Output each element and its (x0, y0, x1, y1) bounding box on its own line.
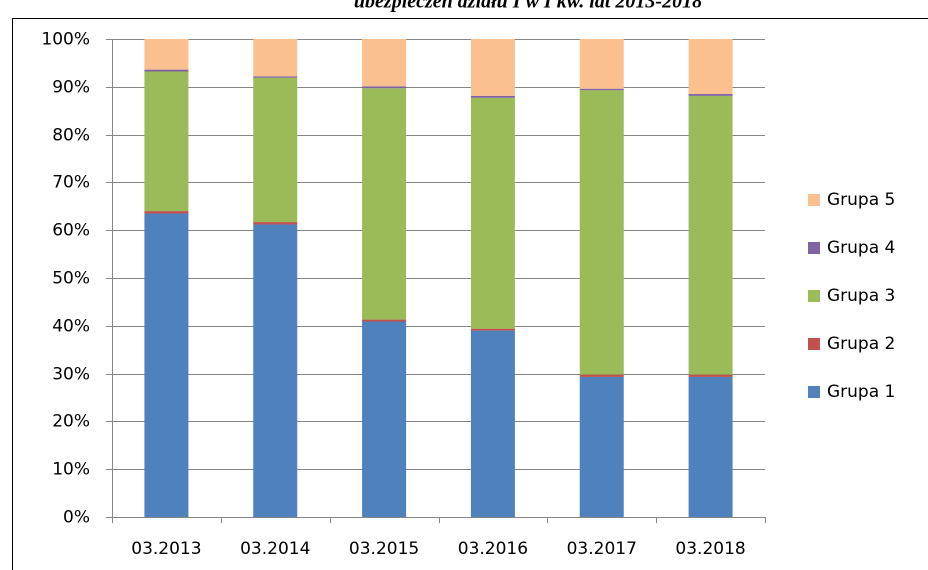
chart-title: ubezpieczeń działu I w I kw. lat 2013-20… (354, 0, 702, 13)
legend-label: Grupa 2 (827, 334, 895, 354)
x-tick-label: 03.2014 (240, 539, 310, 559)
y-tick-label: 60% (52, 221, 90, 241)
bar-segment (470, 330, 515, 517)
legend-label: Grupa 4 (827, 238, 895, 258)
bar-segment (362, 321, 407, 517)
legend-label: Grupa 3 (827, 286, 895, 306)
bar-segment (688, 39, 733, 94)
bar-segment (579, 374, 624, 377)
bar-segment (253, 39, 298, 77)
legend-label: Grupa 1 (827, 382, 895, 402)
bar-segment (362, 39, 407, 87)
y-tick-label: 70% (52, 173, 90, 193)
bar-segment (144, 211, 189, 214)
bar-segment (362, 319, 407, 322)
y-tick-label: 10% (52, 460, 90, 480)
bar-segment (470, 328, 515, 331)
bar-segment (253, 222, 298, 225)
bar-segment (688, 374, 733, 377)
bar-segment (253, 76, 298, 78)
bar-segment (144, 213, 189, 517)
legend-swatch (808, 386, 820, 398)
x-tick-label: 03.2018 (675, 539, 745, 559)
bar-segment (579, 90, 624, 375)
bar-segment (688, 95, 733, 375)
y-tick-label: 30% (52, 365, 90, 385)
bar-segment (470, 39, 515, 96)
x-tick-label: 03.2016 (458, 539, 528, 559)
legend-swatch (808, 242, 820, 254)
bar-segment (144, 39, 189, 70)
bar-segment (579, 88, 624, 91)
bar-segment (470, 97, 515, 329)
legend-swatch (808, 290, 820, 302)
legend-swatch (808, 194, 820, 206)
bar-segment (253, 77, 298, 223)
y-tick-label: 50% (52, 269, 90, 289)
bar-segment (579, 39, 624, 89)
bar-segment (144, 71, 189, 212)
bar-segment (470, 95, 515, 98)
bar-segment (253, 224, 298, 518)
bar-segment (144, 69, 189, 72)
bar-segment (688, 93, 733, 96)
x-tick-label: 03.2017 (567, 539, 637, 559)
bar-segment (362, 88, 407, 320)
bar-segment (688, 376, 733, 517)
x-tick-label: 03.2015 (349, 539, 419, 559)
bar-segment (579, 376, 624, 517)
legend-swatch (808, 338, 820, 350)
y-tick-label: 100% (41, 30, 90, 50)
y-tick-label: 80% (52, 126, 90, 146)
x-tick-label: 03.2013 (131, 539, 201, 559)
bar-segment (362, 86, 407, 89)
y-tick-label: 0% (63, 508, 90, 528)
y-tick-label: 40% (52, 317, 90, 337)
legend-label: Grupa 5 (827, 190, 895, 210)
y-tick-label: 20% (52, 412, 90, 432)
y-tick-label: 90% (52, 78, 90, 98)
